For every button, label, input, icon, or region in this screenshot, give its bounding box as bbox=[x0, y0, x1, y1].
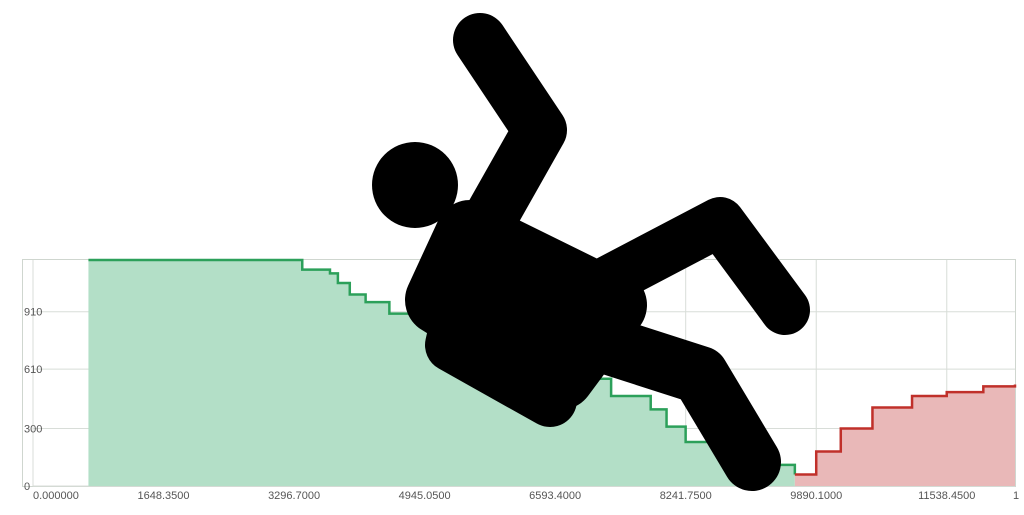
y-tick-label: 910 bbox=[24, 307, 42, 319]
person-head bbox=[372, 142, 458, 228]
x-tick-label: 11538.4500 bbox=[918, 490, 975, 502]
x-tick-label: 6593.4000 bbox=[529, 490, 581, 502]
tick-labels: 0.000000 1648.3500 3296.7000 4945.0500 6593.… bbox=[24, 307, 1019, 502]
person-raised-arm bbox=[448, 13, 567, 272]
person-left-leg bbox=[425, 238, 577, 427]
x-tick-label: 3296.7000 bbox=[268, 490, 320, 502]
person-right-leg bbox=[531, 301, 781, 491]
x-tick-label: 0.000000 bbox=[33, 490, 79, 502]
y-tick-label: 0 bbox=[24, 481, 30, 493]
y-tick-label: 610 bbox=[24, 364, 42, 376]
series-area-0 bbox=[88, 260, 795, 486]
y-tick-label: 300 bbox=[24, 424, 42, 436]
x-tick-label: 1648.3500 bbox=[138, 490, 190, 502]
series-area-1 bbox=[794, 384, 1015, 486]
x-tick-label: 8241.7500 bbox=[660, 490, 712, 502]
person-bent-arm bbox=[575, 197, 810, 335]
x-tick-label: 1 bbox=[1013, 490, 1019, 502]
x-tick-label: 4945.0500 bbox=[399, 490, 451, 502]
x-tick-label: 9890.1000 bbox=[790, 490, 842, 502]
series-line-1 bbox=[794, 384, 1017, 476]
